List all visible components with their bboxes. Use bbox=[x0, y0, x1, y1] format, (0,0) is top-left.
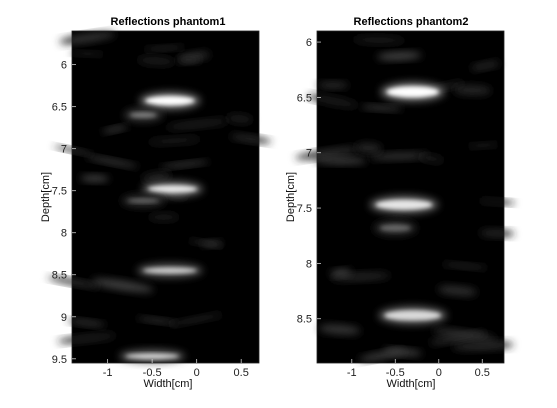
x-tick-label: 0.5 bbox=[234, 367, 249, 379]
y-tick-label: 6.5 bbox=[52, 102, 67, 114]
speckle bbox=[317, 81, 349, 89]
axes-phantom1: Reflections phantom1 -1 -0.5 0 0.5 6 6.5 7 7.5… bbox=[40, 16, 272, 390]
speckle bbox=[166, 119, 230, 130]
x-tick-label: 0 bbox=[194, 367, 200, 379]
y-tick-label: 8.5 bbox=[297, 314, 312, 326]
speckle bbox=[141, 172, 172, 182]
speckle bbox=[429, 332, 487, 344]
speckle bbox=[295, 147, 359, 160]
axes-box bbox=[316, 30, 505, 364]
speckle bbox=[147, 137, 202, 145]
y-tick-label: 6 bbox=[306, 37, 312, 49]
speckle bbox=[54, 145, 93, 156]
y-tick-label: 8.5 bbox=[52, 270, 67, 282]
y-axis-label: Depth[cm] bbox=[285, 172, 297, 222]
speckle bbox=[148, 213, 180, 221]
reflector-layer bbox=[369, 82, 447, 325]
y-tick-label: 7.5 bbox=[297, 203, 312, 215]
x-ticks: -1 -0.5 0 0.5 bbox=[103, 359, 249, 379]
axes-phantom2: Reflections phantom2 -1 -0.5 0 0.5 6 6.5 7 7.5… bbox=[285, 16, 515, 390]
speckle bbox=[377, 51, 422, 61]
speckle bbox=[70, 51, 105, 56]
chart-title-phantom1: Reflections phantom1 bbox=[111, 16, 226, 28]
speckle bbox=[358, 349, 406, 362]
chart-title-phantom2: Reflections phantom2 bbox=[354, 16, 469, 28]
speckle bbox=[477, 198, 515, 205]
speckle bbox=[143, 45, 186, 51]
reflector bbox=[127, 198, 159, 203]
speckle bbox=[160, 160, 210, 169]
x-tick-label: 0 bbox=[436, 367, 442, 379]
x-axis-label: Width[cm] bbox=[387, 378, 436, 390]
y-ticks: 6 6.5 7 7.5 8 8.5 9 9.5 bbox=[52, 60, 76, 366]
speckle bbox=[226, 114, 253, 124]
speckle bbox=[437, 285, 478, 296]
y-tick-label: 9 bbox=[61, 312, 67, 324]
speckle bbox=[80, 175, 109, 182]
reflector-layer bbox=[119, 92, 204, 363]
y-tick-label: 7 bbox=[306, 148, 312, 160]
y-ticks: 6 6.5 7 7.5 8 8.5 bbox=[297, 37, 321, 326]
reflector bbox=[145, 96, 195, 106]
speckle bbox=[137, 56, 176, 66]
reflector bbox=[375, 199, 433, 210]
speckle bbox=[102, 125, 128, 133]
x-tick-label: -0.5 bbox=[386, 367, 405, 379]
speckle bbox=[470, 61, 500, 71]
speckle bbox=[91, 278, 154, 293]
speckle bbox=[176, 56, 202, 64]
speckle bbox=[229, 134, 272, 144]
speckle bbox=[352, 36, 406, 44]
y-tick-label: 8 bbox=[61, 228, 67, 240]
x-tick-label: -1 bbox=[103, 367, 113, 379]
x-tick-label: -1 bbox=[347, 367, 357, 379]
speckle bbox=[313, 156, 367, 165]
image-background bbox=[72, 31, 259, 363]
speckle bbox=[441, 262, 488, 270]
speckle bbox=[86, 155, 138, 168]
speckle bbox=[452, 341, 514, 351]
speckle bbox=[355, 143, 383, 153]
x-tick-label: 0.5 bbox=[475, 367, 490, 379]
speckle bbox=[137, 317, 178, 325]
speckle bbox=[67, 319, 106, 327]
y-tick-label: 9.5 bbox=[52, 354, 67, 366]
y-tick-label: 6 bbox=[61, 60, 67, 72]
reflector bbox=[380, 224, 411, 232]
speckle bbox=[467, 143, 499, 148]
speckle bbox=[369, 152, 430, 160]
speckle bbox=[318, 324, 361, 335]
reflector bbox=[143, 267, 197, 274]
y-tick-label: 6.5 bbox=[297, 92, 312, 104]
x-tick-label: -0.5 bbox=[143, 367, 162, 379]
speckle-layer bbox=[295, 36, 515, 362]
speckle bbox=[188, 239, 224, 247]
y-axis-label: Depth[cm] bbox=[40, 172, 52, 222]
y-tick-label: 7 bbox=[61, 144, 67, 156]
speckle bbox=[360, 104, 403, 111]
speckle bbox=[47, 276, 100, 288]
speckle bbox=[330, 269, 352, 277]
axes-box bbox=[71, 30, 260, 364]
speckle bbox=[479, 229, 515, 238]
speckle bbox=[418, 154, 445, 163]
reflector bbox=[148, 185, 198, 193]
reflector bbox=[384, 310, 441, 321]
speckle bbox=[59, 31, 116, 45]
x-ticks: -1 -0.5 0 0.5 bbox=[347, 359, 490, 379]
speckle bbox=[453, 85, 492, 95]
y-tick-label: 8 bbox=[306, 258, 312, 270]
reflector bbox=[386, 86, 439, 98]
reflector bbox=[129, 112, 157, 118]
speckle bbox=[167, 313, 224, 326]
x-axis-label: Width[cm] bbox=[144, 378, 193, 390]
y-tick-label: 7.5 bbox=[52, 186, 67, 198]
reflector bbox=[125, 353, 179, 359]
